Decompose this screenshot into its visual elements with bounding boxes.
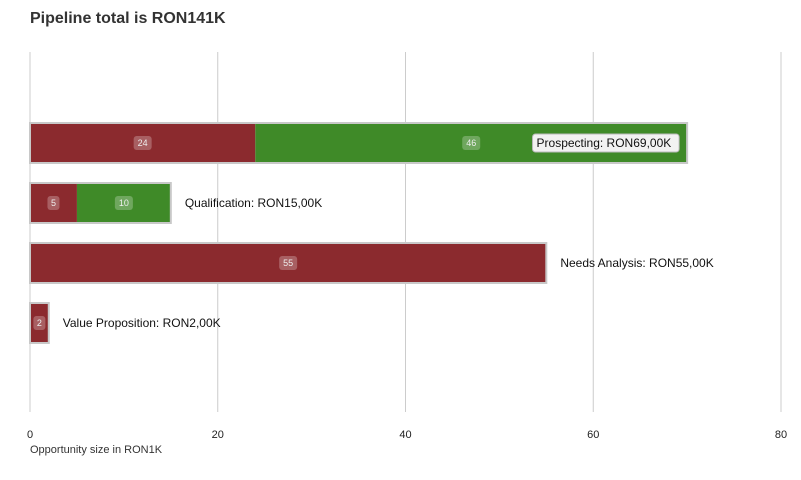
bar-segment[interactable] (30, 123, 256, 163)
bar-outline (29, 182, 172, 224)
x-axis-ticks: 0 20 40 60 80 (27, 429, 787, 441)
bars-layer: 24 46 Prospecting: RON69,00K 5 10 Qualificati… (29, 122, 714, 344)
data-label: 24 (138, 138, 148, 148)
bar-segment[interactable] (76, 183, 171, 223)
x-tick-label: 80 (775, 429, 787, 441)
bar-outline (29, 122, 689, 164)
x-tick-label: 0 (27, 429, 33, 441)
data-label-badge (33, 316, 46, 330)
data-label: 55 (283, 258, 293, 268)
data-label-badge (114, 196, 133, 210)
data-label: 10 (119, 198, 129, 208)
bar-segment[interactable] (30, 243, 547, 283)
data-label: 46 (466, 138, 476, 148)
x-tick-label: 60 (587, 429, 599, 441)
bar-segment[interactable] (30, 183, 77, 223)
stage-label: Qualification: RON15,00K (185, 196, 322, 210)
data-label-badge (133, 136, 152, 150)
stage-label: Needs Analysis: RON55,00K (560, 256, 713, 270)
data-label: 2 (37, 318, 42, 328)
grid-layer (29, 52, 782, 412)
data-label-badge (47, 196, 60, 210)
stage-label: Prospecting: RON69,00K (537, 136, 672, 150)
x-axis-label: Opportunity size in RON1K (30, 444, 163, 456)
x-tick-label: 20 (212, 429, 224, 441)
chart-title: Pipeline total is RON141K (30, 10, 226, 27)
data-label: 5 (51, 198, 56, 208)
bar-outline (29, 302, 50, 344)
stage-label: Value Proposition: RON2,00K (63, 316, 221, 330)
bar-outline (29, 242, 548, 284)
data-label-badge (462, 136, 481, 150)
x-tick-label: 40 (399, 429, 411, 441)
bar-segment[interactable] (30, 303, 49, 343)
stage-label-box (532, 133, 680, 153)
data-label-badge (279, 256, 298, 270)
